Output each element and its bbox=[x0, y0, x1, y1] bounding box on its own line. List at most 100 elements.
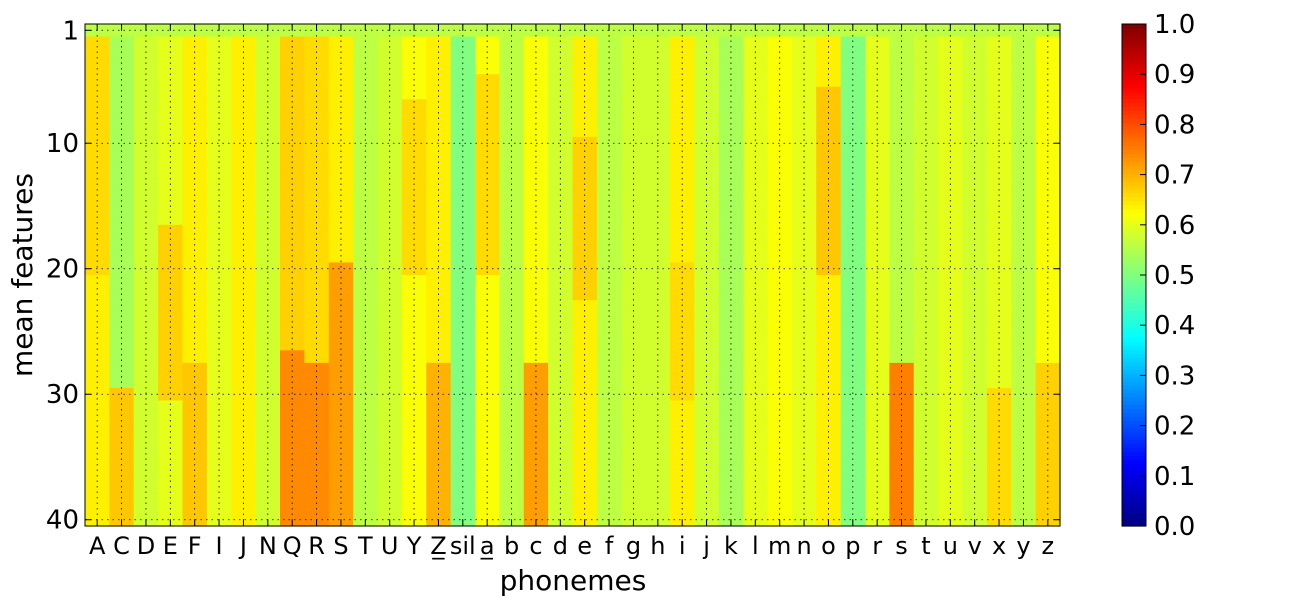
heatmap-cell bbox=[597, 137, 622, 150]
heatmap-cell bbox=[670, 313, 695, 326]
heatmap-cell bbox=[621, 438, 646, 451]
colorbar-segment bbox=[1122, 157, 1146, 162]
colorbar-segment bbox=[1122, 24, 1146, 29]
heatmap-cell bbox=[719, 401, 744, 414]
heatmap-cell bbox=[743, 275, 768, 288]
heatmap-cell bbox=[134, 87, 159, 100]
heatmap-cell bbox=[841, 175, 866, 188]
heatmap-cell bbox=[816, 401, 841, 414]
heatmap-cell bbox=[792, 124, 817, 137]
heatmap-cell bbox=[109, 313, 134, 326]
heatmap-cell bbox=[573, 137, 598, 150]
colorbar-segment bbox=[1122, 208, 1146, 213]
colorbar-segment bbox=[1122, 40, 1146, 45]
colorbar-segment bbox=[1122, 75, 1146, 80]
heatmap-cell bbox=[499, 488, 524, 501]
heatmap-cell bbox=[426, 401, 451, 414]
heatmap-cell bbox=[1011, 175, 1036, 188]
heatmap-cell bbox=[1036, 401, 1061, 414]
heatmap-cell bbox=[719, 124, 744, 137]
heatmap-cell bbox=[938, 350, 963, 363]
heatmap-cell bbox=[329, 124, 354, 137]
heatmap-cell bbox=[938, 175, 963, 188]
heatmap-cell bbox=[743, 363, 768, 376]
x-tick-label: N bbox=[259, 532, 277, 560]
heatmap-cell bbox=[1036, 49, 1061, 62]
heatmap-cell bbox=[280, 313, 305, 326]
heatmap-cell bbox=[256, 363, 281, 376]
heatmap-cell bbox=[743, 451, 768, 464]
x-tick-label: E bbox=[163, 532, 178, 560]
colorbar-segment bbox=[1122, 397, 1146, 402]
heatmap-cell bbox=[768, 451, 793, 464]
colorbar-segment bbox=[1122, 393, 1146, 398]
heatmap-cell bbox=[987, 401, 1012, 414]
heatmap-cell bbox=[816, 451, 841, 464]
heatmap-cell bbox=[1036, 438, 1061, 451]
heatmap-cell bbox=[889, 275, 914, 288]
heatmap-cell bbox=[670, 87, 695, 100]
heatmap-cell bbox=[768, 313, 793, 326]
heatmap-cell bbox=[378, 363, 403, 376]
heatmap-cell bbox=[426, 363, 451, 376]
heatmap-cell bbox=[256, 87, 281, 100]
heatmap-cell bbox=[573, 87, 598, 100]
heatmap-cell bbox=[889, 313, 914, 326]
heatmap-cell bbox=[304, 87, 329, 100]
colorbar-segment bbox=[1122, 330, 1146, 335]
heatmap-cell bbox=[938, 451, 963, 464]
colorbar-segment bbox=[1122, 510, 1146, 515]
heatmap-cell bbox=[792, 37, 817, 50]
heatmap-cell bbox=[694, 124, 719, 137]
heatmap-cell bbox=[646, 175, 671, 188]
colorbar-segment bbox=[1122, 306, 1146, 311]
heatmap-cell bbox=[719, 488, 744, 501]
heatmap-cell bbox=[134, 438, 159, 451]
heatmap-cell bbox=[963, 451, 988, 464]
colorbar-segment bbox=[1122, 346, 1146, 351]
heatmap-cell bbox=[841, 275, 866, 288]
heatmap-cell bbox=[402, 401, 427, 414]
heatmap-cell bbox=[524, 87, 549, 100]
heatmap-cell bbox=[524, 363, 549, 376]
heatmap-cell bbox=[378, 87, 403, 100]
heatmap-cell bbox=[597, 350, 622, 363]
heatmap-cell bbox=[256, 451, 281, 464]
heatmap-cell bbox=[329, 275, 354, 288]
colorbar-segment bbox=[1122, 248, 1146, 253]
heatmap-cell bbox=[426, 124, 451, 137]
heatmap-cell bbox=[499, 49, 524, 62]
heatmap-cell bbox=[865, 124, 890, 137]
heatmap-cell bbox=[1036, 124, 1061, 137]
colorbar-segment bbox=[1122, 228, 1146, 233]
heatmap-cell bbox=[719, 313, 744, 326]
heatmap-cell bbox=[329, 87, 354, 100]
heatmap-cell bbox=[134, 225, 159, 238]
x-tick-label: r bbox=[872, 532, 882, 560]
heatmap-cell bbox=[865, 313, 890, 326]
heatmap-cell bbox=[353, 350, 378, 363]
heatmap-cell bbox=[134, 350, 159, 363]
heatmap-cell bbox=[231, 49, 256, 62]
heatmap-cell bbox=[963, 37, 988, 50]
heatmap-cell bbox=[646, 488, 671, 501]
heatmap-cell bbox=[231, 37, 256, 50]
colorbar-segment bbox=[1122, 177, 1146, 182]
colorbar-segment bbox=[1122, 212, 1146, 217]
heatmap-cell bbox=[183, 137, 208, 150]
heatmap-cell bbox=[768, 488, 793, 501]
x-tick-label: s bbox=[895, 532, 908, 560]
heatmap-cell bbox=[426, 225, 451, 238]
heatmap-cell bbox=[841, 401, 866, 414]
heatmap-cell bbox=[183, 37, 208, 50]
heatmap-cell bbox=[670, 37, 695, 50]
heatmap-cell bbox=[621, 175, 646, 188]
heatmap-cell bbox=[499, 37, 524, 50]
heatmap-cell bbox=[792, 313, 817, 326]
heatmap-cell bbox=[451, 87, 476, 100]
heatmap-cell bbox=[402, 87, 427, 100]
colorbar-segment bbox=[1122, 87, 1146, 92]
heatmap-cell bbox=[402, 350, 427, 363]
x-tick-label: D bbox=[137, 532, 155, 560]
heatmap-cell bbox=[646, 363, 671, 376]
